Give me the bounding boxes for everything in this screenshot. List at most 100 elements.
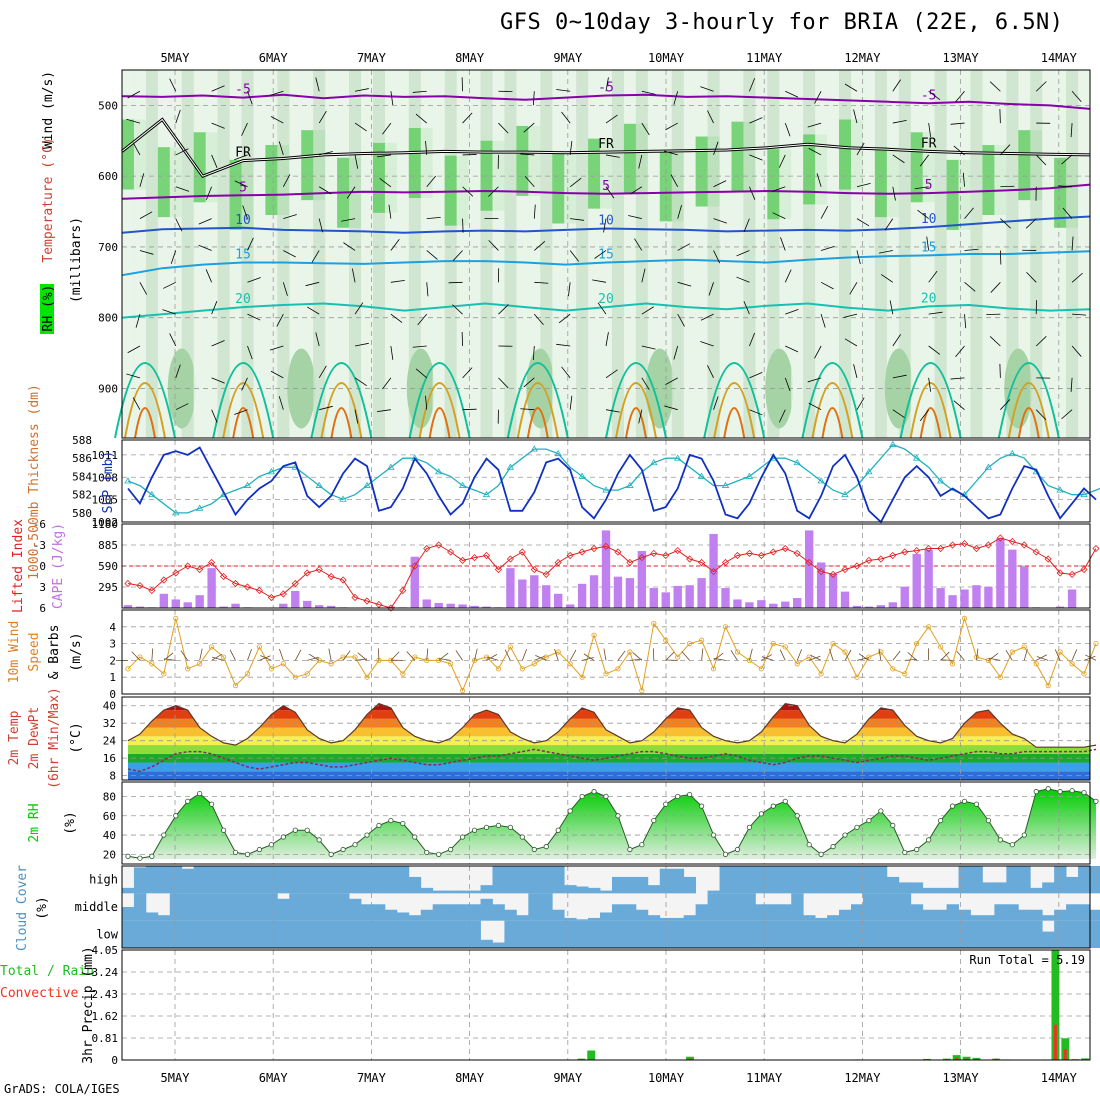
cloud-bar-low <box>910 920 924 948</box>
rh-shading-column <box>456 70 470 438</box>
wind-barb-10m <box>844 649 852 661</box>
wind-barb <box>568 282 571 297</box>
rh-shading-column <box>600 70 613 438</box>
lifted-index-marker <box>1032 548 1040 556</box>
wind-speed-marker <box>209 644 215 650</box>
cloud-bar-middle <box>970 915 983 921</box>
cape-bar <box>625 578 635 608</box>
wind-barb <box>205 269 212 283</box>
cloud-bar-middle <box>815 917 828 921</box>
wind-barb <box>785 345 799 353</box>
wind-barb <box>175 364 181 378</box>
wind-barb <box>388 204 392 219</box>
cloud-bar-low <box>600 920 613 948</box>
lifted-index-tick: -3 <box>33 539 46 552</box>
wind-speed-marker <box>471 657 478 664</box>
cloud-bar-middle <box>564 917 577 921</box>
cloud-bar-low <box>516 920 529 948</box>
cloud-bar-middle <box>1006 904 1019 921</box>
wind-barb-10m <box>426 648 429 661</box>
cape-bar <box>279 603 288 608</box>
cloud-bar-low <box>898 920 912 948</box>
lifted-index-marker <box>208 558 216 567</box>
wind-barb <box>234 180 248 188</box>
cloud-bar-middle <box>743 893 756 921</box>
axis-label-rh: RH (%) <box>41 285 56 332</box>
wind-speed-marker <box>734 649 741 655</box>
wind-speed-marker <box>161 671 167 677</box>
cloud-bar-middle <box>623 904 637 921</box>
panel-frame <box>121 781 1091 865</box>
wind-barb <box>962 172 965 187</box>
axis-label-convective: Convective <box>0 986 78 1001</box>
wind-barb <box>376 409 391 413</box>
cloud-bar-middle <box>492 904 505 921</box>
cloud-bar-high <box>671 868 685 894</box>
wind-speed-marker <box>722 624 729 630</box>
lifted-index-marker <box>674 547 682 555</box>
wind-barb <box>426 175 437 188</box>
cloud-bar-middle <box>181 893 195 921</box>
cape-bar <box>542 585 551 608</box>
cloud-bar-middle <box>1054 909 1067 921</box>
wind-speed-marker <box>997 674 1003 680</box>
cloud-bar-middle <box>420 909 434 921</box>
rh-marker <box>400 820 406 827</box>
cloud-bar-high <box>874 866 888 894</box>
thickness-marker <box>626 481 634 488</box>
rh-marker <box>997 837 1003 843</box>
cloud-bar-low <box>420 920 434 948</box>
rh-marker <box>316 837 322 843</box>
cloud-bar-high <box>528 866 541 894</box>
wind-barb <box>561 111 571 124</box>
lifted-index-marker <box>184 562 192 570</box>
cloud-bar-high <box>289 866 302 894</box>
cloud-bar-middle <box>193 893 207 921</box>
cloud-bar-high <box>910 882 924 894</box>
cloud-level-label: middle <box>75 900 118 914</box>
wind-barb <box>641 122 650 136</box>
wind-barb <box>175 186 190 192</box>
cape-bar <box>1008 549 1017 608</box>
wind-barb-10m <box>829 648 834 661</box>
temperature-contour-35 <box>232 407 255 439</box>
lifted-index-marker <box>387 604 395 612</box>
temp-tick: 24 <box>103 735 117 748</box>
rh-tick: 40 <box>103 829 116 842</box>
cloud-bar-middle <box>408 915 422 921</box>
contour-label: -5 <box>921 88 937 103</box>
wind-barb <box>415 113 427 124</box>
cloud-bar-middle <box>982 915 995 921</box>
wind-barb <box>198 218 212 225</box>
cape-bar <box>458 604 467 608</box>
cloud-bar-low <box>277 920 290 948</box>
cloud-bar-middle <box>1018 909 1031 921</box>
wind-barb-10m <box>308 653 320 661</box>
wind-speed-marker <box>400 671 406 677</box>
wind-barb <box>318 218 323 233</box>
wind-barb <box>1058 185 1073 188</box>
wind-barb-10m <box>279 648 284 661</box>
cape-bar <box>828 573 838 608</box>
wind-barb <box>749 154 763 161</box>
cloud-bar-high <box>301 866 314 894</box>
rh-shading-column <box>468 70 482 438</box>
pressure-tick: 500 <box>98 99 118 112</box>
cape-bar <box>506 568 515 608</box>
lifted-index-marker <box>877 555 885 563</box>
wind-barb <box>126 373 141 379</box>
wind-barb <box>175 148 189 156</box>
rh-marker <box>639 842 645 848</box>
thickness-marker <box>363 481 371 488</box>
panel-frame <box>121 439 1091 523</box>
wind-barb <box>856 182 871 188</box>
cloud-bar-middle <box>600 912 613 921</box>
wind-barb-10m <box>617 650 626 661</box>
cloud-bar-middle <box>157 915 171 921</box>
wind-barb <box>713 141 719 156</box>
wind-barb <box>127 345 141 354</box>
rh-shading-column <box>827 70 840 438</box>
wind-barb <box>605 332 609 347</box>
temperature-contour-30 <box>320 382 363 439</box>
wind-barb <box>283 214 297 219</box>
